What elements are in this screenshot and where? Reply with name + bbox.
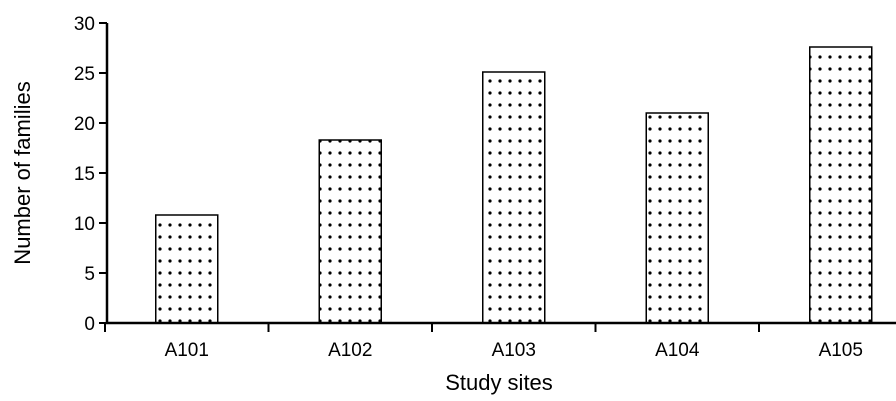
y-tick-label: 5	[84, 264, 95, 285]
bars-group	[155, 46, 873, 324]
bar-a104	[645, 112, 709, 324]
bar-a101	[155, 214, 219, 324]
x-tick-label: A101	[165, 340, 209, 361]
x-ticks-group: A101 A102 A103 A104 A105	[104, 323, 863, 361]
x-axis-title: Study sites	[445, 370, 553, 395]
x-tick-label: A105	[819, 340, 863, 361]
y-tick-label: 20	[74, 114, 95, 135]
x-tick-label: A104	[655, 340, 700, 361]
y-tick-label: 0	[84, 314, 95, 335]
bar-a105	[809, 46, 873, 324]
bar-a102	[318, 139, 382, 324]
y-axis-title: Number of families	[10, 81, 35, 264]
x-tick-label: A103	[492, 340, 536, 361]
y-ticks-group: 0 5 10 15 20 25 30	[74, 14, 107, 335]
y-tick-label: 30	[74, 14, 95, 35]
bar-a103	[482, 71, 546, 324]
y-tick-label: 10	[74, 214, 95, 235]
y-tick-label: 15	[74, 164, 95, 185]
y-tick-label: 25	[74, 64, 95, 85]
x-tick-label: A102	[328, 340, 372, 361]
